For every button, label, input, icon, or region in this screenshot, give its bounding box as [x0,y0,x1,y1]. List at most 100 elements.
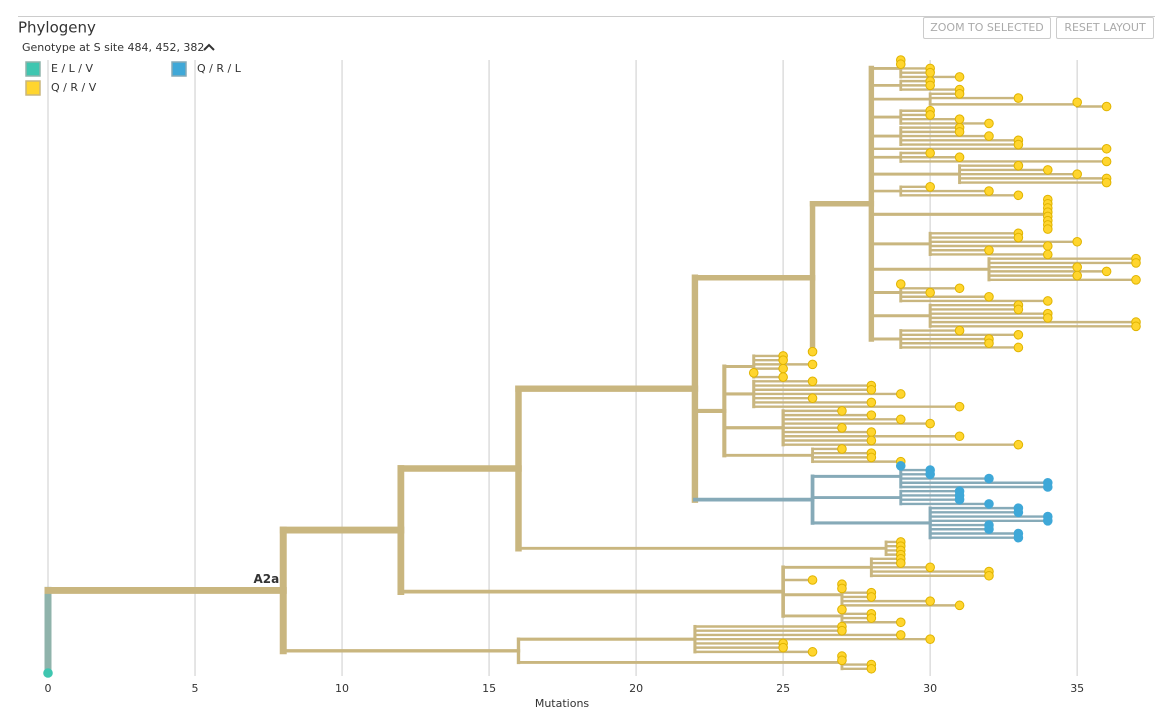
tip[interactable] [925,596,935,606]
tip[interactable] [1131,275,1141,285]
tip[interactable] [807,359,818,370]
tip[interactable] [807,575,818,585]
tip[interactable] [925,67,935,78]
tip[interactable] [954,89,965,99]
tip[interactable] [748,368,759,378]
tip[interactable] [925,562,935,573]
tip[interactable] [984,570,994,581]
tip[interactable] [837,583,847,594]
tip[interactable] [954,127,965,137]
tip[interactable] [895,414,906,425]
tip[interactable] [954,325,965,336]
tip[interactable] [807,647,818,657]
tip[interactable] [1101,143,1112,154]
tip[interactable] [984,473,994,484]
tip[interactable] [925,418,935,429]
tip[interactable] [984,186,994,196]
tip[interactable] [925,634,935,644]
tip[interactable] [837,423,847,433]
tip[interactable] [1101,177,1112,188]
tip[interactable] [1042,249,1053,260]
tip[interactable] [895,59,906,70]
tip[interactable] [954,401,965,412]
tip[interactable] [1072,236,1082,247]
tip[interactable] [1013,532,1024,543]
tip[interactable] [837,625,847,636]
tip[interactable] [866,452,877,463]
tip[interactable] [807,346,818,357]
tip[interactable] [925,80,935,91]
tip[interactable] [866,397,877,408]
tip[interactable] [1042,165,1053,175]
tip[interactable] [1131,258,1141,268]
tip[interactable] [1013,139,1024,150]
reset-button[interactable]: RESET LAYOUT [1056,17,1154,39]
tip[interactable] [866,384,877,395]
tip[interactable] [1013,232,1024,243]
zoom-button[interactable]: ZOOM TO SELECTED [923,17,1051,39]
tip[interactable] [984,524,994,535]
tip[interactable] [837,655,847,666]
tip[interactable] [954,72,965,82]
tip[interactable] [895,389,906,399]
tip[interactable] [866,663,877,674]
tip[interactable] [895,461,906,471]
tip[interactable] [1101,266,1112,277]
tip[interactable] [778,363,788,374]
tip[interactable] [1013,439,1024,450]
tip[interactable] [866,613,877,623]
tip[interactable] [43,668,53,678]
tip[interactable] [866,435,877,446]
tip[interactable] [1013,190,1024,201]
tip[interactable] [984,245,994,256]
tip[interactable] [895,630,906,640]
tip[interactable] [984,131,994,141]
tip[interactable] [778,372,788,382]
tip[interactable] [866,410,877,420]
tip[interactable] [837,604,847,615]
tip[interactable] [866,427,877,437]
tip[interactable] [1042,224,1053,234]
tip[interactable] [954,114,965,124]
tip[interactable] [1101,101,1112,112]
tip[interactable] [925,182,935,192]
tip[interactable] [954,494,965,505]
tip[interactable] [807,376,818,387]
tip[interactable] [895,617,906,628]
tip[interactable] [1101,156,1112,167]
tip[interactable] [895,558,906,568]
tip[interactable] [1131,321,1141,332]
tip[interactable] [1042,516,1053,526]
tip[interactable] [925,469,935,480]
tip[interactable] [778,355,788,365]
tip[interactable] [1013,507,1024,518]
tip[interactable] [984,291,994,302]
tip[interactable] [807,393,818,404]
tip[interactable] [1072,270,1082,281]
tip[interactable] [1013,329,1024,340]
tip[interactable] [925,110,935,120]
tip[interactable] [984,499,994,509]
tip[interactable] [778,642,788,653]
tip[interactable] [925,148,935,158]
tip[interactable] [925,287,935,298]
tip[interactable] [1013,93,1024,103]
tip[interactable] [954,431,965,442]
tip[interactable] [1042,482,1053,492]
tip[interactable] [1042,241,1053,251]
tip[interactable] [954,600,965,611]
tip[interactable] [1013,342,1024,353]
tip[interactable] [984,118,994,129]
tip[interactable] [837,444,847,454]
tip[interactable] [1042,313,1053,323]
tip[interactable] [1072,97,1082,108]
tip[interactable] [954,152,965,163]
tip[interactable] [1072,262,1082,272]
tip[interactable] [954,283,965,294]
tip[interactable] [895,279,906,289]
tip[interactable] [1042,296,1053,306]
tip[interactable] [1013,160,1024,171]
tip[interactable] [1072,169,1082,179]
tip[interactable] [1013,304,1024,315]
tip[interactable] [984,338,994,349]
